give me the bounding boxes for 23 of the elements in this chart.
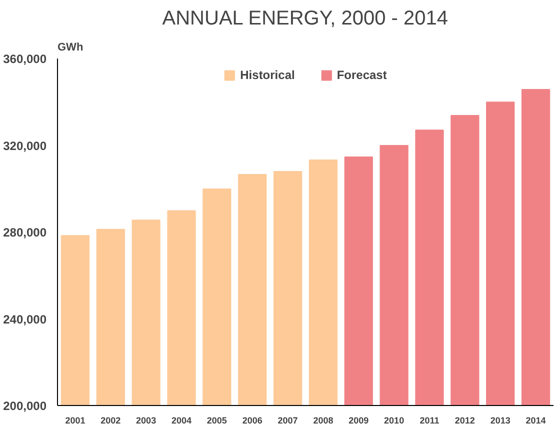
y-tick-label: 200,000 <box>3 399 47 413</box>
x-tick-label: 2003 <box>136 416 156 426</box>
legend-label: Historical <box>240 68 295 82</box>
x-tick-label: 2009 <box>348 416 369 426</box>
y-axis-title: GWh <box>58 42 84 54</box>
x-tick-label: 2012 <box>454 416 475 426</box>
x-tick-label: 2011 <box>420 416 440 426</box>
x-tick-label: 2001 <box>65 416 86 426</box>
x-tick-label: 2008 <box>313 416 334 426</box>
y-tick-label: 240,000 <box>3 312 47 326</box>
x-tick-label: 2005 <box>206 416 227 426</box>
x-tick-label: 2002 <box>100 416 121 426</box>
y-tick-label: 320,000 <box>3 138 47 153</box>
x-tick-label: 2007 <box>278 416 298 426</box>
y-tick-label: 280,000 <box>3 226 47 240</box>
x-tick-label: 2014 <box>526 416 546 426</box>
x-tick-label: 2013 <box>490 416 510 426</box>
x-tick-label: 2010 <box>384 416 404 426</box>
x-tick-label: 2004 <box>171 416 192 426</box>
y-tick-label: 360,000 <box>3 52 47 66</box>
x-tick-label: 2006 <box>242 416 262 426</box>
legend-label: Forecast <box>336 68 387 82</box>
chart-title: ANNUAL ENERGY, 2000 - 2014 <box>162 8 448 30</box>
